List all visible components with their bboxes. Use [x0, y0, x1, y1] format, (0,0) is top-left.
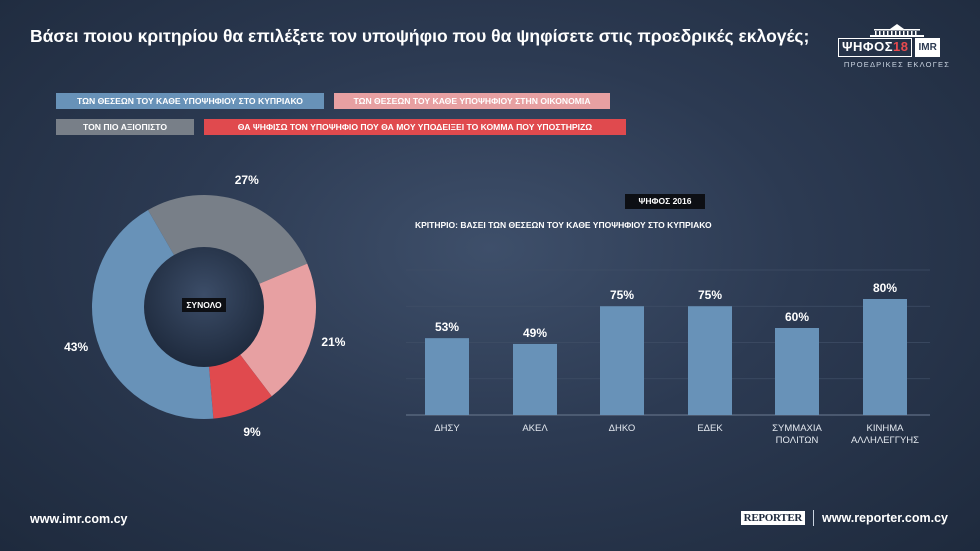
bar-category-label-2: ΔΗΚΟ: [608, 423, 636, 434]
footer-right: REPORTER www.reporter.com.cy: [740, 510, 948, 526]
bar-1: [513, 343, 557, 415]
bar-category-label-0: ΔΗΣΥ: [434, 423, 460, 434]
imr-website-link[interactable]: www.imr.com.cy: [30, 512, 128, 526]
parliament-building-icon: [870, 24, 924, 37]
bar-value-label-5: 80%: [872, 281, 898, 295]
pie-slice-0: [148, 195, 308, 307]
bar-value-label-4: 60%: [784, 310, 810, 324]
bar-2: [600, 306, 644, 415]
pie-center-label: ΣΥΝΟΛΟ: [182, 298, 226, 312]
bar-category-label-3: ΕΔΕΚ: [697, 423, 723, 434]
bar-chart-year-badge: ΨΗΦΟΣ 2016: [625, 194, 705, 209]
bar-4: [775, 328, 819, 415]
reporter-logo: REPORTER: [740, 511, 806, 525]
pie-label-3: 43%: [64, 340, 89, 355]
bar-chart-title: ΚΡΙΤΗΡΙΟ: ΒΑΣΕΙ ΤΩΝ ΘΕΣΕΩΝ ΤΟΥ ΚΑΘΕ ΥΠΟΨ…: [415, 220, 712, 230]
bar-value-label-3: 75%: [697, 288, 723, 303]
imr-logo-text: IMR: [915, 38, 940, 57]
bar-value-label-0: 53%: [434, 320, 460, 335]
bar-value-label-2: 75%: [609, 288, 635, 303]
legend-item-most-reliable: ΤΟΝ ΠΙΟ ΑΞΙΟΠΙΣΤΟ: [56, 119, 194, 135]
reporter-website-link[interactable]: www.reporter.com.cy: [822, 511, 948, 525]
legend-item-party-recommendation: ΘΑ ΨΗΦΙΣΩ ΤΟΝ ΥΠΟΨΗΦΙΟ ΠΟΥ ΘΑ ΜΟΥ ΥΠΟΔΕΙ…: [204, 119, 626, 135]
bar-category-label-4: ΣΥΜΜΑΧΙΑ ΠΟΛΙΤΩΝ: [772, 423, 822, 446]
bar-value-label-1: 49%: [522, 325, 548, 340]
footer-separator: [813, 510, 815, 526]
bar-0: [425, 338, 469, 415]
pie-label-2: 9%: [243, 425, 261, 440]
bar-category-label-1: ΑΚΕΛ: [522, 423, 548, 434]
legend-item-economy: ΤΩΝ ΘΕΣΕΩΝ ΤΟΥ ΚΑΘΕ ΥΠΟΨΗΦΙΟΥ ΣΤΗΝ ΟΙΚΟΝ…: [334, 93, 610, 109]
bar-category-label-5: ΚΙΝΗΜΑ ΑΛΛΗΛΕΓΓΥΗΣ: [850, 423, 920, 446]
bar-5: [863, 299, 907, 415]
page-title: Βάσει ποιου κριτηρίου θα επιλέξετε τον υ…: [30, 26, 810, 46]
logo-main-text: ΨΗΦΟΣ18: [838, 38, 913, 57]
bar-3: [688, 306, 732, 415]
logo-subtitle: ΠΡΟΕΔΡΙΚΕΣ ΕΚΛΟΓΕΣ: [843, 60, 951, 69]
legend-item-cyprus-issue: ΤΩΝ ΘΕΣΕΩΝ ΤΟΥ ΚΑΘΕ ΥΠΟΨΗΦΙΟΥ ΣΤΟ ΚΥΠΡΙΑ…: [56, 93, 324, 109]
pie-label-0: 27%: [234, 172, 259, 187]
psifos18-logo: ΨΗΦΟΣ18 IMR ΠΡΟΕΔΡΙΚΕΣ ΕΚΛΟΓΕΣ: [838, 24, 956, 69]
pie-label-1: 21%: [321, 334, 346, 349]
